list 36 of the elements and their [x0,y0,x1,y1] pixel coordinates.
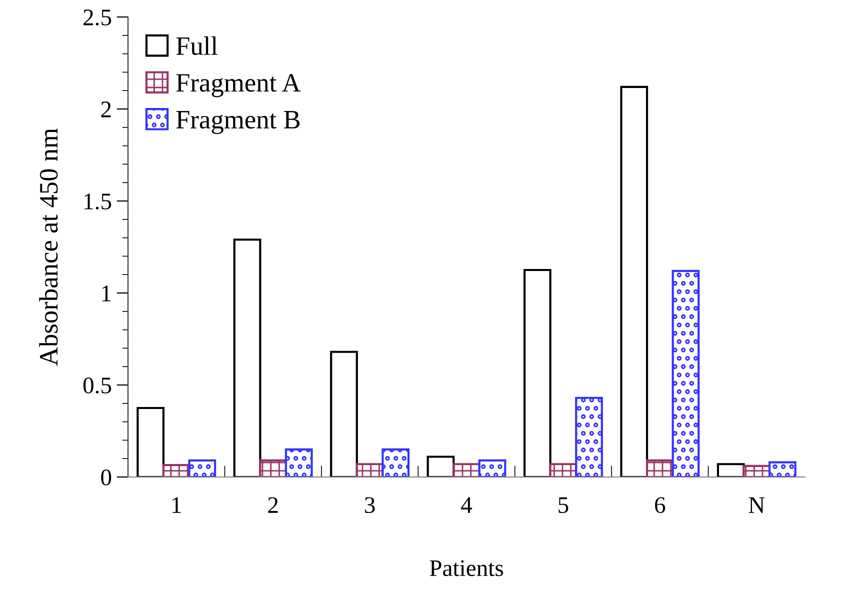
bar [549,463,578,477]
x-tick-label: 4 [461,497,472,513]
y-tick-label: 2.5 [84,10,112,26]
x-axis-title: Patients [430,560,504,576]
x-tick-label: 6 [655,497,666,514]
bar [523,268,552,477]
x-tick-label: 2 [268,497,278,513]
x-tick-label: 5 [558,497,568,514]
bar [672,270,700,477]
bar [284,448,313,477]
bar [620,86,648,477]
y-tick-label: 0 [101,469,112,486]
x-tick-label: N [748,497,765,513]
bar [452,463,480,477]
x-tick-label: 3 [365,497,375,514]
bar [426,456,455,477]
y-axis-title: Absorbance at 450 nm [39,128,58,366]
bar [233,238,262,477]
y-tick-label: 0.5 [83,377,112,394]
bar [382,448,410,477]
bar [330,350,358,477]
bar [575,396,603,477]
bar [356,463,384,477]
y-tick-label: 2 [101,102,111,118]
legend-label: Full [176,36,218,55]
bar [478,459,506,477]
bar [716,463,745,477]
bar [136,406,165,477]
legend-label: Fragment A [176,74,301,98]
legend-label: Fragment B [176,111,300,134]
bar [646,459,674,477]
bar [188,459,216,477]
x-tick-label: 1 [172,497,181,513]
y-tick-label: 1.5 [84,194,112,210]
y-tick-label: 1 [102,286,111,302]
bar [768,461,796,477]
